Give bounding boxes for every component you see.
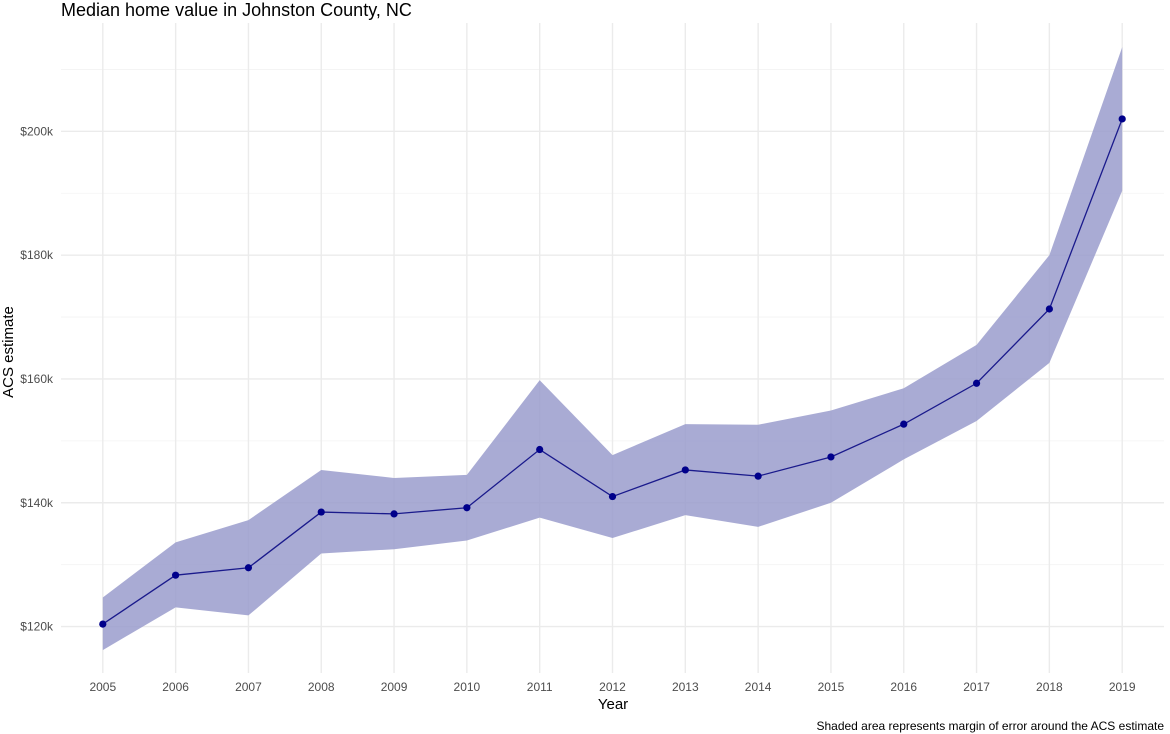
x-tick-label: 2014 [745, 680, 772, 694]
data-point-2010 [463, 504, 471, 512]
y-tick-label: $200k [20, 124, 54, 138]
chart-caption: Shaded area represents margin of error a… [816, 719, 1164, 733]
y-tick-label: $160k [20, 372, 54, 386]
y-tick-label: $140k [20, 496, 54, 510]
x-tick-label: 2015 [818, 680, 845, 694]
x-tick-label: 2005 [89, 680, 116, 694]
data-point-2012 [608, 492, 617, 501]
chart-title: Median home value in Johnston County, NC [61, 0, 412, 20]
x-tick-label: 2010 [454, 680, 481, 694]
x-tick-label: 2009 [381, 680, 408, 694]
x-tick-label: 2007 [235, 680, 262, 694]
data-point-2007 [244, 564, 253, 572]
y-tick-label: $180k [20, 248, 54, 262]
data-point-2005 [99, 620, 107, 628]
data-point-2013 [681, 466, 689, 474]
data-point-2011 [536, 445, 544, 454]
y-tick-label: $120k [20, 620, 54, 634]
x-tick-label: 2008 [308, 680, 335, 694]
data-point-2019 [1118, 115, 1126, 123]
error-band [102, 47, 1123, 651]
data-point-2008 [317, 508, 325, 516]
data-points [99, 115, 1126, 628]
x-tick-label: 2017 [963, 680, 990, 694]
data-point-2014 [754, 472, 762, 480]
data-point-2018 [1045, 305, 1053, 313]
y-tick-labels: $120k $140k $160k $180k $200k [20, 124, 54, 633]
x-tick-label: 2016 [890, 680, 917, 694]
x-tick-labels: 2005 2006 2007 2008 2009 2010 2011 2012 2013 2014… [89, 680, 1135, 694]
x-tick-label: 2012 [599, 680, 626, 694]
x-tick-label: 2011 [527, 680, 553, 694]
y-axis-label: ACS estimate [0, 306, 17, 398]
data-point-2016 [900, 420, 908, 428]
x-tick-label: 2006 [162, 680, 189, 694]
grid-major [61, 23, 1164, 673]
x-tick-label: 2013 [672, 680, 699, 694]
x-axis-label: Year [598, 696, 628, 713]
data-point-2006 [172, 571, 180, 579]
x-tick-label: 2018 [1036, 680, 1063, 694]
data-point-2009 [390, 510, 398, 518]
x-tick-label: 2019 [1109, 680, 1136, 694]
data-point-2017 [972, 379, 981, 387]
data-point-2015 [827, 453, 835, 461]
